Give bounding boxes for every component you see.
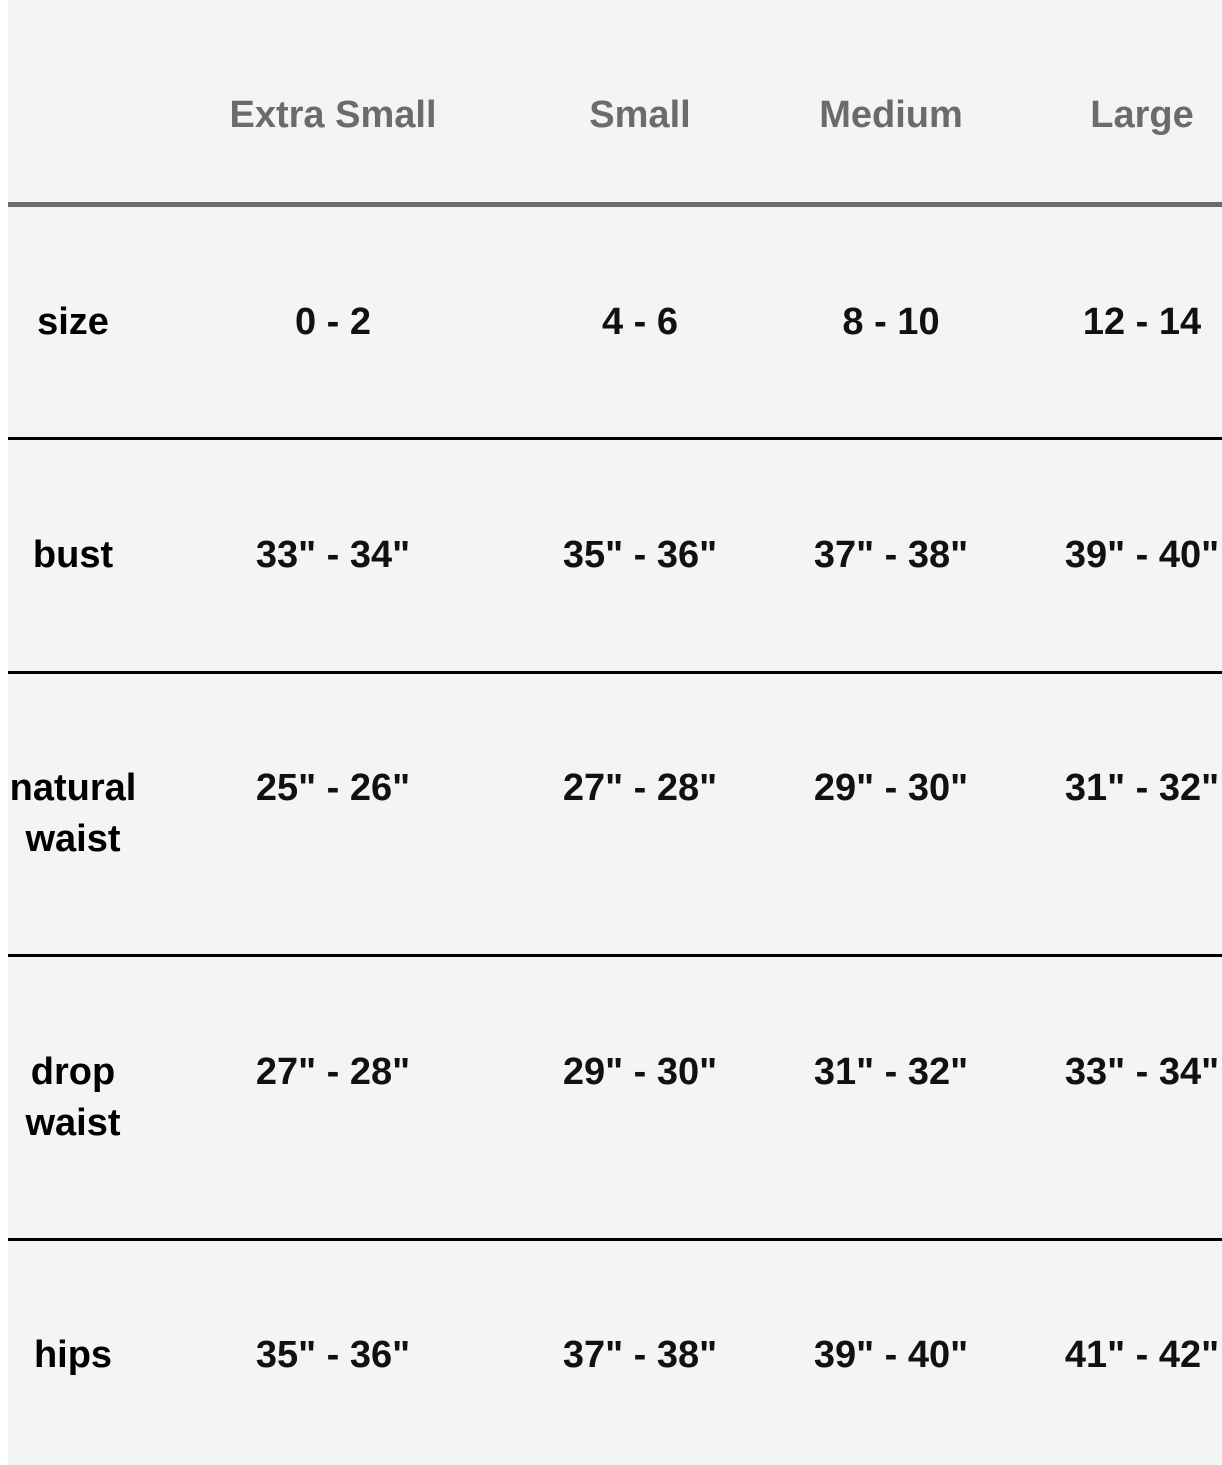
header-row: Extra Small Small Medium Large xyxy=(8,0,1222,204)
table-cell: 29" - 30" xyxy=(813,767,969,809)
table-cell: 4 - 6 xyxy=(601,301,679,343)
table-cell: 12 - 14 xyxy=(1082,301,1202,343)
table-row-size: size 0 - 2 4 - 6 8 - 10 12 - 14 xyxy=(8,207,1222,438)
table-cell: 37" - 38" xyxy=(813,534,969,576)
table-cell: 27" - 28" xyxy=(255,1050,411,1093)
table-cell: 39" - 40" xyxy=(813,1333,969,1376)
table-cell: 41" - 42" xyxy=(1064,1333,1220,1376)
table-cell: 35" - 36" xyxy=(562,534,718,576)
table-row-natural-waist: natural waist 25" - 26" 27" - 28" 29" - … xyxy=(8,674,1222,954)
header-extra-small: Extra Small xyxy=(229,93,437,136)
header-divider xyxy=(8,202,1222,207)
header-medium: Medium xyxy=(819,93,963,136)
table-cell: 31" - 32" xyxy=(1064,767,1220,809)
table-cell: 31" - 32" xyxy=(813,1050,969,1093)
table-row-hips: hips 35" - 36" 37" - 38" 39" - 40" 41" -… xyxy=(8,1241,1222,1465)
table-cell: 8 - 10 xyxy=(842,301,940,343)
row-label: natural waist xyxy=(9,767,137,860)
table-cell: 33" - 34" xyxy=(1064,1050,1220,1093)
row-divider xyxy=(8,671,1222,674)
row-label: size xyxy=(37,301,109,343)
table-cell: 35" - 36" xyxy=(255,1333,411,1376)
row-label: hips xyxy=(33,1333,113,1376)
header-small: Small xyxy=(589,93,691,136)
row-label: bust xyxy=(32,534,114,576)
table-cell: 0 - 2 xyxy=(294,301,372,343)
row-divider xyxy=(8,1238,1222,1241)
header-large: Large xyxy=(1090,93,1194,136)
table-cell: 33" - 34" xyxy=(255,534,411,576)
table-cell: 29" - 30" xyxy=(562,1050,718,1093)
table-row-drop-waist: drop waist 27" - 28" 29" - 30" 31" - 32"… xyxy=(8,957,1222,1238)
row-divider xyxy=(8,437,1222,440)
row-divider xyxy=(8,954,1222,957)
row-label: drop waist xyxy=(25,1050,121,1144)
table-cell: 37" - 38" xyxy=(562,1333,718,1376)
table-cell: 39" - 40" xyxy=(1064,534,1220,576)
table-row-bust: bust 33" - 34" 35" - 36" 37" - 38" 39" -… xyxy=(8,440,1222,671)
table-cell: 25" - 26" xyxy=(255,767,411,809)
size-chart-table: Extra Small Small Medium Large size 0 - … xyxy=(8,0,1222,1465)
table-cell: 27" - 28" xyxy=(562,767,718,809)
